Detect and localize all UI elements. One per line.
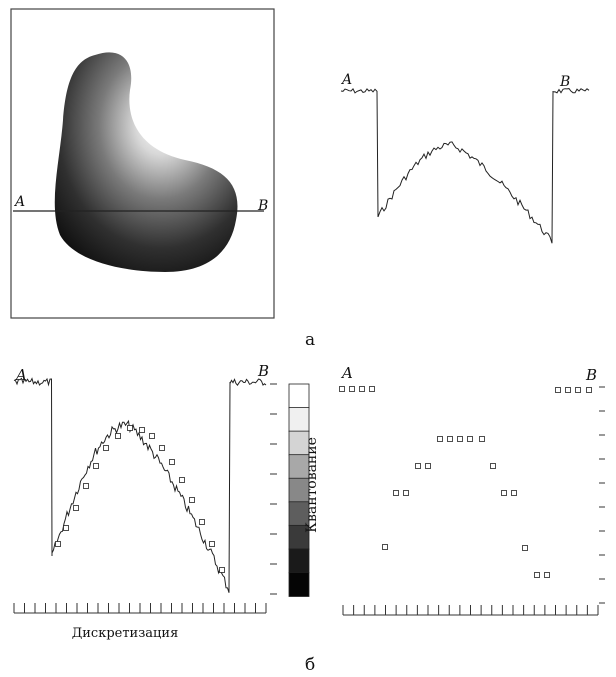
digital-label-b: B	[585, 366, 597, 384]
noisy-profile	[13, 377, 267, 593]
sample-marker	[199, 519, 205, 525]
digital-sample	[490, 463, 496, 469]
sample-marker	[179, 477, 185, 483]
digital-sample	[425, 463, 431, 469]
sample-marker	[63, 525, 69, 531]
digital-sample	[349, 386, 355, 392]
profile-b-label-b: B	[257, 362, 269, 380]
digital-samples	[339, 386, 592, 578]
sample-marker	[55, 541, 61, 547]
profile-label-b: B	[559, 74, 570, 90]
sample-marker	[139, 427, 145, 433]
panel-a-caption: а	[305, 330, 315, 350]
digital-sample	[382, 544, 388, 550]
digital-sample	[575, 387, 581, 393]
sample-marker	[159, 445, 165, 451]
digital-sample	[359, 386, 365, 392]
gray-level-cell	[288, 407, 310, 433]
panel-a-image: A B	[10, 8, 275, 319]
sample-marker	[219, 567, 225, 573]
panel-b-sampling: A B Дискретизация	[13, 362, 277, 641]
gray-level-cell	[288, 572, 310, 597]
digital-sample	[447, 436, 453, 442]
quantization-label: Квантование	[304, 437, 320, 533]
digital-sample	[437, 436, 443, 442]
digital-sample	[586, 387, 592, 393]
digital-sample	[467, 436, 473, 442]
digital-sample	[369, 386, 375, 392]
profile-b-label-a: A	[14, 366, 27, 384]
sample-markers	[55, 425, 225, 573]
sample-marker	[127, 425, 133, 431]
sample-marker	[83, 483, 89, 489]
panel-b-digital: A B	[339, 364, 605, 616]
profile-label-a: A	[340, 72, 352, 88]
digital-sample	[403, 490, 409, 496]
sampling-axis	[13, 603, 267, 614]
scan-line-label-a: A	[13, 194, 25, 210]
scan-line-label-b: B	[257, 198, 268, 214]
digital-sample	[415, 463, 421, 469]
object-blob	[54, 52, 238, 273]
gray-level-cell	[288, 383, 310, 409]
digital-sample	[544, 572, 550, 578]
digital-sample	[501, 490, 507, 496]
digital-level-ticks	[599, 386, 605, 604]
digital-sample	[479, 436, 485, 442]
digital-label-a: A	[340, 364, 353, 382]
digital-sample	[522, 545, 528, 551]
sample-marker	[93, 463, 99, 469]
digital-sample	[511, 490, 517, 496]
sample-marker	[149, 433, 155, 439]
sample-marker	[115, 433, 121, 439]
image-frame	[10, 8, 275, 319]
digital-sample	[555, 387, 561, 393]
intensity-profile	[340, 88, 590, 244]
panel-a-profile: A B	[340, 72, 590, 244]
digital-sample	[565, 387, 571, 393]
panel-b-caption: б	[305, 655, 315, 675]
sample-marker	[209, 541, 215, 547]
digital-sample	[457, 436, 463, 442]
sample-marker	[73, 505, 79, 511]
digital-sampling-axis	[342, 605, 599, 616]
digital-sample	[339, 386, 345, 392]
gray-level-cell	[288, 548, 310, 574]
digital-sample	[393, 490, 399, 496]
quantization-gray-scale	[288, 383, 310, 597]
sample-marker	[103, 445, 109, 451]
quantization-ticks	[270, 383, 277, 595]
sampling-label: Дискретизация	[72, 626, 179, 641]
digital-sample	[534, 572, 540, 578]
sample-marker	[169, 459, 175, 465]
sample-marker	[189, 497, 195, 503]
